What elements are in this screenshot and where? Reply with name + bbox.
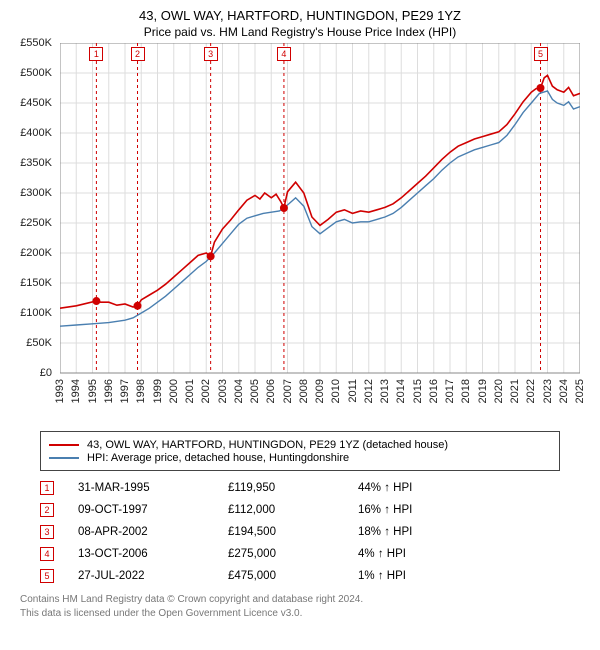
chart-subtitle: Price paid vs. HM Land Registry's House … bbox=[10, 25, 590, 39]
transaction-diff: 4% ↑ HPI bbox=[358, 548, 468, 560]
x-tick-label: 2024 bbox=[558, 379, 570, 403]
x-tick-label: 1995 bbox=[87, 379, 99, 403]
x-tick-label: 2020 bbox=[493, 379, 505, 403]
legend: 43, OWL WAY, HARTFORD, HUNTINGDON, PE29 … bbox=[40, 431, 560, 471]
x-tick-label: 2018 bbox=[460, 379, 472, 403]
x-tick-label: 2008 bbox=[298, 379, 310, 403]
x-tick-label: 2002 bbox=[200, 379, 212, 403]
x-tick-label: 2004 bbox=[233, 379, 245, 403]
x-tick-label: 2013 bbox=[379, 379, 391, 403]
transaction-price: £275,000 bbox=[228, 548, 358, 560]
sale-marker: 4 bbox=[277, 47, 291, 61]
transactions-table: 131-MAR-1995£119,95044% ↑ HPI209-OCT-199… bbox=[40, 477, 560, 587]
x-tick-label: 1998 bbox=[135, 379, 147, 403]
line-chart bbox=[60, 43, 580, 375]
x-tick-label: 2016 bbox=[428, 379, 440, 403]
legend-label: 43, OWL WAY, HARTFORD, HUNTINGDON, PE29 … bbox=[87, 439, 448, 451]
y-tick-label: £300K bbox=[20, 187, 52, 199]
legend-item: 43, OWL WAY, HARTFORD, HUNTINGDON, PE29 … bbox=[49, 439, 551, 451]
x-tick-label: 2001 bbox=[184, 379, 196, 403]
legend-label: HPI: Average price, detached house, Hunt… bbox=[87, 452, 349, 464]
transaction-index: 5 bbox=[40, 569, 54, 583]
y-tick-label: £350K bbox=[20, 157, 52, 169]
transaction-row: 5 27-JUL-2022£475,0001% ↑ HPI bbox=[40, 565, 560, 587]
transaction-index: 4 bbox=[40, 547, 54, 561]
y-tick-label: £100K bbox=[20, 307, 52, 319]
legend-swatch bbox=[49, 457, 79, 459]
footnote-line: This data is licensed under the Open Gov… bbox=[20, 607, 590, 621]
x-tick-label: 1997 bbox=[119, 379, 131, 403]
transaction-row: 3 08-APR-2002£194,50018% ↑ HPI bbox=[40, 521, 560, 543]
transaction-date: 31-MAR-1995 bbox=[78, 482, 228, 494]
sale-marker: 3 bbox=[204, 47, 218, 61]
transaction-row: 4 13-OCT-2006£275,0004% ↑ HPI bbox=[40, 543, 560, 565]
y-tick-label: £400K bbox=[20, 127, 52, 139]
x-tick-label: 2000 bbox=[168, 379, 180, 403]
x-tick-label: 2009 bbox=[314, 379, 326, 403]
legend-item: HPI: Average price, detached house, Hunt… bbox=[49, 452, 551, 464]
sale-marker: 2 bbox=[131, 47, 145, 61]
x-tick-label: 2005 bbox=[249, 379, 261, 403]
transaction-diff: 16% ↑ HPI bbox=[358, 504, 468, 516]
x-tick-label: 2003 bbox=[217, 379, 229, 403]
transaction-price: £194,500 bbox=[228, 526, 358, 538]
x-tick-label: 2021 bbox=[509, 379, 521, 403]
x-tick-label: 1993 bbox=[54, 379, 66, 403]
x-tick-label: 2019 bbox=[477, 379, 489, 403]
chart-title: 43, OWL WAY, HARTFORD, HUNTINGDON, PE29 … bbox=[10, 8, 590, 23]
x-tick-label: 1999 bbox=[152, 379, 164, 403]
x-tick-label: 1994 bbox=[70, 379, 82, 403]
x-tick-label: 2015 bbox=[412, 379, 424, 403]
transaction-row: 2 09-OCT-1997£112,00016% ↑ HPI bbox=[40, 499, 560, 521]
x-tick-label: 2006 bbox=[265, 379, 277, 403]
transaction-row: 1 31-MAR-1995£119,95044% ↑ HPI bbox=[40, 477, 560, 499]
transaction-index: 3 bbox=[40, 525, 54, 539]
x-tick-label: 2022 bbox=[525, 379, 537, 403]
transaction-diff: 44% ↑ HPI bbox=[358, 482, 468, 494]
sale-marker: 5 bbox=[534, 47, 548, 61]
transaction-diff: 1% ↑ HPI bbox=[358, 570, 468, 582]
y-tick-label: £150K bbox=[20, 277, 52, 289]
transaction-date: 27-JUL-2022 bbox=[78, 570, 228, 582]
y-tick-label: £450K bbox=[20, 97, 52, 109]
y-tick-label: £0 bbox=[40, 367, 52, 379]
x-tick-label: 2011 bbox=[347, 379, 359, 403]
sale-marker: 1 bbox=[89, 47, 103, 61]
x-tick-label: 1996 bbox=[103, 379, 115, 403]
x-tick-label: 2017 bbox=[444, 379, 456, 403]
transaction-price: £475,000 bbox=[228, 570, 358, 582]
transaction-date: 08-APR-2002 bbox=[78, 526, 228, 538]
x-tick-label: 2007 bbox=[282, 379, 294, 403]
footnote: Contains HM Land Registry data © Crown c… bbox=[20, 593, 590, 620]
transaction-price: £119,950 bbox=[228, 482, 358, 494]
transaction-date: 13-OCT-2006 bbox=[78, 548, 228, 560]
x-tick-label: 2012 bbox=[363, 379, 375, 403]
x-tick-label: 2023 bbox=[542, 379, 554, 403]
y-tick-label: £50K bbox=[26, 337, 52, 349]
y-tick-label: £500K bbox=[20, 67, 52, 79]
legend-swatch bbox=[49, 444, 79, 446]
footnote-line: Contains HM Land Registry data © Crown c… bbox=[20, 593, 590, 607]
transaction-index: 2 bbox=[40, 503, 54, 517]
transaction-date: 09-OCT-1997 bbox=[78, 504, 228, 516]
y-tick-label: £550K bbox=[20, 37, 52, 49]
x-tick-label: 2010 bbox=[330, 379, 342, 403]
transaction-diff: 18% ↑ HPI bbox=[358, 526, 468, 538]
y-tick-label: £200K bbox=[20, 247, 52, 259]
transaction-price: £112,000 bbox=[228, 504, 358, 516]
x-tick-label: 2025 bbox=[574, 379, 586, 403]
x-tick-label: 2014 bbox=[395, 379, 407, 403]
chart-area: £0 £50K £100K £150K £200K £250K £300K £350K £400… bbox=[10, 43, 590, 423]
transaction-index: 1 bbox=[40, 481, 54, 495]
y-tick-label: £250K bbox=[20, 217, 52, 229]
